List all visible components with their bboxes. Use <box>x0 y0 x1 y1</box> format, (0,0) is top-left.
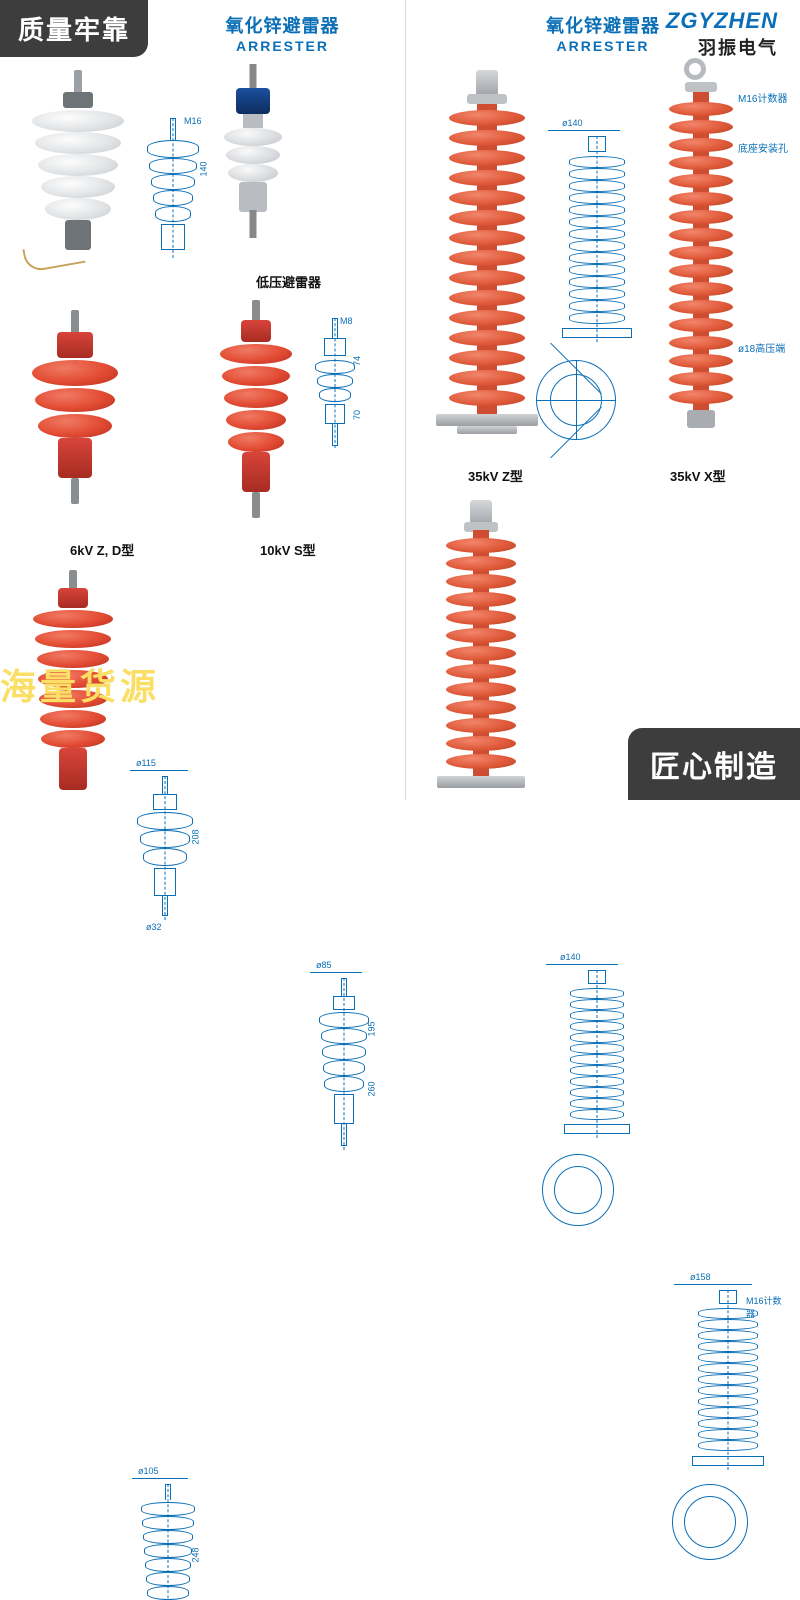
brand-en: ZGYZHEN <box>666 8 778 34</box>
caption-10kv: 10kV S型 <box>260 540 316 559</box>
arr-tall-bottom <box>436 500 526 820</box>
schem-bottom-2: ø158 M16计数器 <box>668 1274 788 1594</box>
supply-banner: 海量货源 <box>0 658 160 710</box>
schem-35z: ø140 <box>542 120 652 520</box>
caption-lowv: 低压避雷器 <box>256 272 321 291</box>
craft-badge: 匠心制造 <box>628 728 800 800</box>
blue-arrester <box>218 64 288 244</box>
red10-schematic: ø85 195 260 <box>306 964 382 1204</box>
note-counter: M16计数器 <box>738 90 787 105</box>
red-10kv <box>216 300 296 540</box>
left-header: 氧化锌避雷器 ARRESTER <box>160 12 405 54</box>
brand-block: ZGYZHEN 羽振电气 <box>666 8 778 60</box>
grey-arrester <box>18 70 138 270</box>
blue-schematic: M8 74 70 <box>300 318 370 518</box>
arr-35z <box>432 70 542 460</box>
left-header-en: ARRESTER <box>160 38 405 54</box>
note-hv: ø18高压端 <box>738 340 785 355</box>
caption-35x: 35kV X型 <box>670 466 726 485</box>
tall-schem-1: ø105 248 <box>130 1470 206 1600</box>
note-install: 底座安装孔 <box>738 140 788 155</box>
caption-35z: 35kV Z型 <box>468 466 523 485</box>
left-header-cn: 氧化锌避雷器 <box>160 12 405 38</box>
brand-cn: 羽振电气 <box>666 34 778 60</box>
quality-badge: 质量牢靠 <box>0 0 148 57</box>
caption-6kv: 6kV Z, D型 <box>70 540 134 559</box>
red6-schematic: ø115 208 ø32 <box>130 762 200 972</box>
schem-bottom-1: ø140 <box>542 954 652 1274</box>
right-column: 氧化锌避雷器 ARRESTER <box>405 0 800 800</box>
grey-schematic: M16 140 <box>138 118 208 318</box>
red-6kv <box>30 310 120 520</box>
arr-35x <box>656 62 746 462</box>
